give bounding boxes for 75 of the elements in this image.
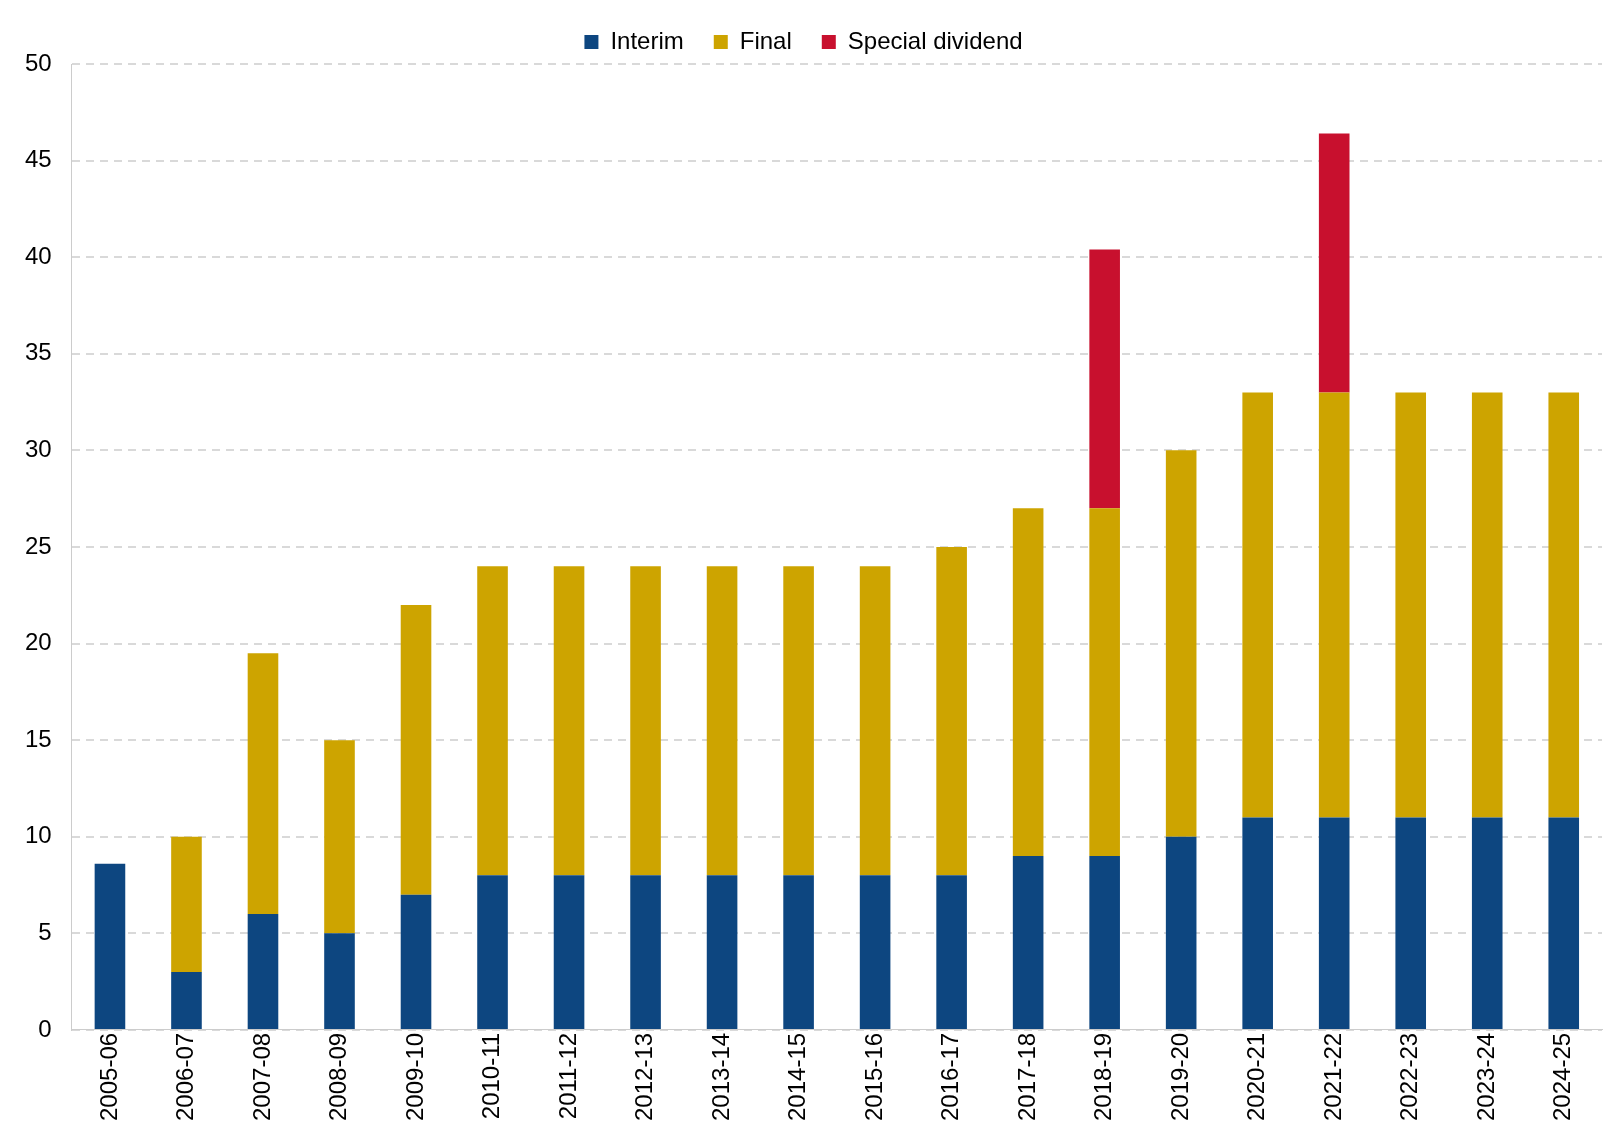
bar — [477, 875, 508, 1029]
bar — [247, 653, 279, 915]
bar — [1242, 817, 1273, 1029]
bar — [1318, 817, 1350, 1029]
bar — [936, 546, 967, 876]
y-tick-label: 25 — [24, 531, 52, 559]
x-tick-label: 2019-20 — [1165, 1032, 1193, 1121]
y-tick-label: 30 — [24, 434, 52, 462]
bar — [1012, 856, 1044, 1029]
bar — [859, 875, 891, 1029]
bar — [859, 566, 891, 876]
x-tick-label: 2011-12 — [553, 1032, 581, 1120]
bar — [1165, 450, 1197, 837]
bar — [630, 566, 661, 876]
bar — [247, 914, 279, 1029]
x-tick-label: 2021-22 — [1318, 1032, 1346, 1121]
bar — [171, 971, 202, 1029]
bar — [1165, 836, 1197, 1029]
bar — [1318, 392, 1350, 818]
bar — [1089, 249, 1120, 509]
bar — [1548, 817, 1580, 1029]
bar — [783, 566, 814, 876]
x-tick-label: 2012-13 — [630, 1032, 658, 1121]
x-tick-label: 2008-09 — [324, 1032, 352, 1121]
legend-label: Interim — [610, 26, 684, 54]
bar — [1471, 817, 1503, 1029]
x-tick-label: 2015-16 — [859, 1032, 887, 1121]
y-tick-label: 45 — [24, 145, 52, 173]
y-tick-label: 35 — [24, 338, 52, 366]
bar — [706, 566, 738, 876]
bar — [1089, 508, 1120, 857]
bar — [1242, 392, 1273, 818]
bar — [630, 875, 661, 1029]
y-tick-label: 40 — [24, 241, 52, 269]
bar — [1395, 392, 1427, 818]
x-tick-label: 2024-25 — [1548, 1032, 1576, 1121]
bar — [171, 836, 202, 972]
bar — [783, 875, 814, 1029]
bar — [1395, 817, 1427, 1029]
y-tick-label: 0 — [38, 1014, 52, 1042]
x-tick-label: 2018-19 — [1089, 1032, 1117, 1121]
bar — [324, 933, 355, 1029]
bar — [400, 894, 432, 1029]
bar — [553, 875, 585, 1029]
y-tick-label: 20 — [24, 628, 52, 656]
y-tick-label: 5 — [38, 917, 52, 945]
x-tick-label: 2005-06 — [94, 1032, 122, 1121]
x-tick-label: 2023-24 — [1471, 1032, 1499, 1121]
x-tick-label: 2017-18 — [1012, 1032, 1040, 1121]
x-tick-label: 2022-23 — [1395, 1032, 1423, 1121]
x-tick-label: 2020-21 — [1242, 1032, 1270, 1121]
bar — [477, 566, 508, 876]
bar — [706, 875, 738, 1029]
y-tick-label: 50 — [24, 48, 52, 76]
bar — [400, 604, 432, 895]
bar — [1089, 856, 1120, 1029]
bar — [936, 875, 967, 1029]
x-tick-label: 2009-10 — [400, 1032, 428, 1121]
x-tick-label: 2007-08 — [247, 1032, 275, 1121]
legend-label: Final — [739, 26, 792, 54]
x-tick-label: 2014-15 — [783, 1032, 811, 1121]
x-tick-label: 2016-17 — [936, 1032, 964, 1121]
bar — [324, 740, 355, 934]
bar — [94, 863, 126, 1029]
bar — [1471, 392, 1503, 818]
bar — [1012, 508, 1044, 857]
bar — [1318, 133, 1350, 393]
bar — [553, 566, 585, 876]
bar — [1548, 392, 1580, 818]
y-tick-label: 15 — [24, 724, 52, 752]
legend-label: Special dividend — [847, 26, 1023, 54]
x-tick-label: 2010-11 — [477, 1032, 505, 1120]
x-tick-label: 2006-07 — [171, 1032, 199, 1121]
y-tick-label: 10 — [24, 821, 52, 849]
x-tick-label: 2013-14 — [706, 1032, 734, 1121]
